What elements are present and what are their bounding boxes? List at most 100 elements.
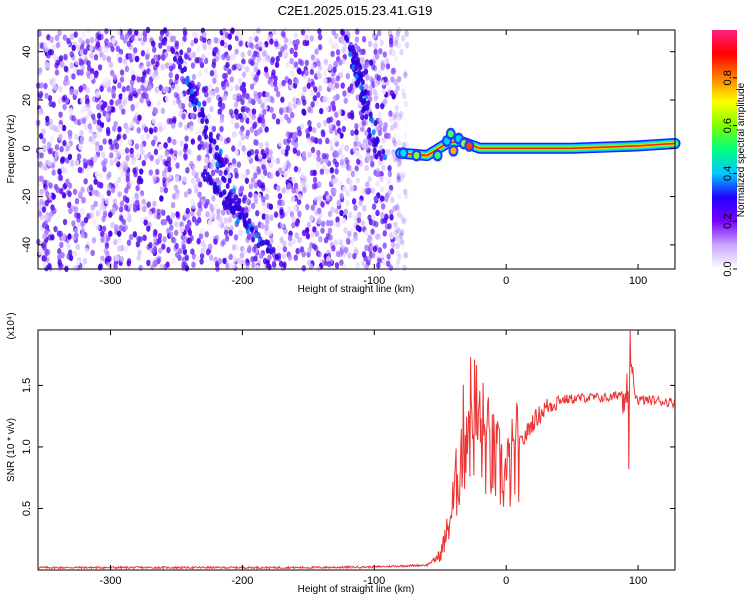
spectrogram-noise-cell — [190, 177, 196, 185]
spectrogram-noise-cell — [60, 156, 65, 163]
spectrogram-noise-cell — [234, 48, 239, 55]
spectrogram-noise-cell — [72, 265, 78, 272]
spectrogram-noise-cell — [152, 236, 158, 243]
spectrogram-noise-cell — [367, 40, 373, 48]
spectrogram-noise-cell — [337, 127, 342, 134]
spectrogram-noise-cell — [48, 118, 53, 126]
spectrogram-noise-cell — [338, 59, 343, 66]
spectrogram-noise-cell — [373, 42, 378, 49]
spectrogram-noise-cell — [142, 35, 148, 43]
spectrogram-noise-cell — [310, 54, 316, 61]
spectrogram-noise-cell — [343, 145, 349, 152]
spectrogram-noise-cell — [282, 163, 287, 170]
spectrogram-noise-cell — [351, 198, 357, 205]
spectrogram-noise-cell — [373, 80, 379, 88]
spectrogram-noise-cell — [223, 72, 229, 80]
spectrogram-noise-cell — [118, 93, 123, 100]
spectrogram-noise-cell — [338, 148, 343, 155]
spectrogram-noise-cell — [200, 228, 205, 235]
spectrogram-noise-cell — [380, 59, 385, 67]
spectrogram-streak-cell — [382, 154, 387, 161]
spectrogram-noise-cell — [390, 196, 395, 204]
spectrogram-noise-cell — [316, 60, 321, 67]
spectrogram-noise-cell — [354, 123, 359, 130]
spectrogram-noise-cell — [343, 97, 348, 104]
spectrogram-noise-cell — [384, 57, 390, 64]
spectrogram-noise-cell — [57, 29, 62, 37]
spectrogram-streak-cell — [172, 56, 177, 63]
spectrogram-noise-cell — [210, 158, 216, 166]
spectrogram-streak-cell — [180, 67, 185, 74]
spectrogram-noise-cell — [208, 89, 213, 96]
spectrogram-noise-cell — [288, 107, 293, 114]
spectrogram-noise-cell — [397, 75, 402, 83]
spectrogram-noise-cell — [339, 209, 344, 217]
spectrogram-noise-cell — [101, 46, 106, 54]
spectrogram-noise-cell — [345, 72, 351, 80]
spectrogram-noise-cell — [225, 61, 230, 69]
spectrogram-noise-cell — [253, 255, 258, 262]
spectrogram-y-tick-label: -20 — [21, 189, 33, 205]
spectrogram-noise-cell — [376, 262, 381, 269]
spectrogram-noise-cell — [230, 27, 235, 34]
spectrogram-noise-cell — [108, 61, 114, 69]
spectrogram-noise-cell — [365, 61, 370, 69]
spectrogram-noise-cell — [91, 138, 97, 145]
spectrogram-noise-cell — [348, 165, 353, 172]
spectrogram-x-tick-label: -100 — [363, 275, 385, 287]
spectrogram-noise-cell — [105, 113, 110, 120]
spectrogram-noise-cell — [147, 210, 153, 218]
spectrogram-noise-cell — [301, 229, 307, 237]
spectrogram-noise-cell — [142, 31, 148, 38]
spectrogram-noise-cell — [399, 229, 405, 236]
spectrogram-noise-cell — [59, 146, 64, 153]
spectrogram-noise-cell — [62, 218, 68, 226]
spectrogram-noise-cell — [109, 99, 114, 106]
spectrogram-noise-cell — [375, 53, 380, 60]
spectrogram-noise-cell — [251, 108, 257, 115]
spectrogram-noise-cell — [375, 170, 380, 178]
spectrogram-noise-cell — [199, 258, 204, 265]
spectrogram-noise-cell — [78, 37, 83, 44]
spectrogram-noise-cell — [319, 158, 324, 165]
spectrogram-noise-cell — [226, 172, 232, 180]
spectrogram-noise-cell — [305, 232, 311, 240]
spectrogram-noise-cell — [211, 61, 216, 69]
spectrogram-noise-cell — [172, 99, 177, 106]
spectrogram-signal-track — [399, 140, 676, 157]
spectrogram-noise-cell — [379, 195, 385, 202]
spectrogram-noise-cell — [209, 70, 215, 77]
spectrogram-noise-cell — [401, 142, 407, 149]
spectrogram-noise-cell — [375, 180, 380, 187]
spectrogram-noise-cell — [119, 215, 124, 222]
spectrogram-noise-cell — [391, 120, 397, 127]
spectrogram-noise-cell — [85, 38, 90, 45]
spectrogram-noise-cell — [365, 181, 370, 188]
snr-x-tick-label: 100 — [629, 575, 647, 587]
spectrogram-x-tick-label: -200 — [231, 275, 253, 287]
spectrogram-noise-cell — [395, 250, 401, 258]
spectrogram-noise-cell — [289, 211, 295, 218]
spectrogram-noise-cell — [330, 206, 335, 213]
spectrogram-noise-cell — [248, 97, 253, 104]
spectrogram-noise-cell — [153, 69, 159, 76]
spectrogram-streak-cell — [177, 63, 182, 70]
spectrogram-noise-cell — [201, 86, 207, 93]
spectrogram-noise-cell — [51, 43, 56, 51]
spectrogram-noise-cell — [248, 117, 254, 125]
spectrogram-noise-cell — [383, 76, 388, 83]
spectrogram-noise-cell — [62, 103, 67, 111]
spectrogram-noise-cell — [316, 155, 321, 162]
spectrogram-noise-cell — [146, 60, 151, 68]
spectrogram-noise-cell — [135, 184, 140, 192]
spectrogram-noise-cell — [119, 76, 125, 83]
spectrogram-noise-cell — [401, 217, 406, 225]
spectrogram-noise-cell — [295, 39, 300, 46]
spectrogram-noise-cell — [133, 29, 139, 36]
spectrogram-noise-cell — [279, 236, 284, 243]
spectrogram-noise-cell — [340, 153, 345, 161]
spectrogram-noise-cell — [353, 204, 358, 211]
spectrogram-noise-cell — [288, 240, 293, 247]
spectrogram-noise-cell — [315, 162, 321, 169]
spectrogram-noise-cell — [234, 194, 239, 201]
